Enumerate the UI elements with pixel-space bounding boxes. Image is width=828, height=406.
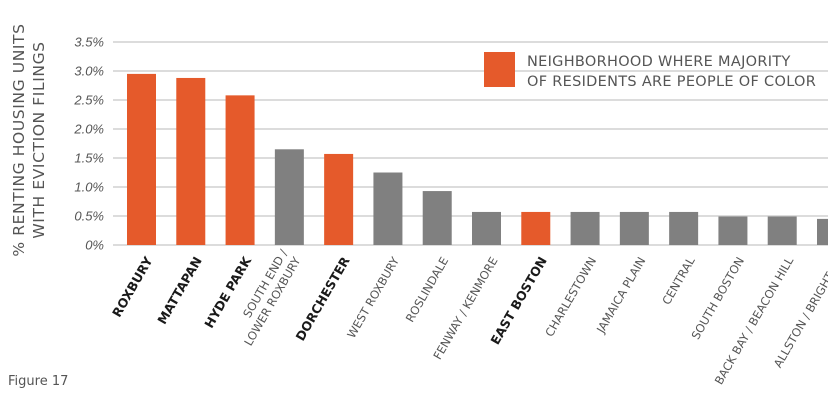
bar (127, 73, 156, 246)
y-axis-label-line: WITH EVICTION FILINGS (30, 41, 48, 238)
bar (274, 149, 304, 245)
bar (422, 191, 452, 245)
x-category-label-line: JAMAICA PLAIN (593, 255, 648, 337)
y-tick-labels: 0% 0.5% 1.0% 1.5% 2.0% 2.5% 3.0% 3.5% (73, 35, 104, 253)
y-tick-label: 1.5% (74, 151, 104, 166)
x-category-label-line: CHARLESTOWN (542, 255, 599, 340)
x-category-label-line: WEST ROXBURY (344, 254, 402, 341)
bar (324, 153, 354, 245)
x-category-label: ROSLINDALE (403, 255, 452, 325)
bar (373, 172, 403, 245)
bars (127, 73, 828, 246)
y-tick-label: 3.0% (74, 64, 104, 79)
bar (176, 77, 206, 246)
x-category-label: CENTRAL (659, 254, 698, 307)
bar (225, 95, 255, 245)
y-tick-label: 3.5% (74, 35, 104, 50)
x-category-label: WEST ROXBURY (344, 254, 402, 341)
y-tick-label: 2.5% (73, 93, 104, 108)
x-category-label: DORCHESTER (292, 254, 352, 344)
x-category-label-line: DORCHESTER (292, 254, 352, 344)
bar (619, 211, 649, 245)
y-tick-label: 0.5% (74, 209, 104, 224)
x-category-label: ROXBURY (109, 253, 156, 319)
x-category-label: HYDE PARK (201, 253, 255, 331)
x-category-label-line: CENTRAL (659, 254, 698, 307)
y-tick-label: 2.0% (73, 122, 104, 137)
legend: NEIGHBORHOOD WHERE MAJORITY OF RESIDENTS … (484, 52, 816, 90)
x-category-label-line: SOUTH BOSTON (688, 255, 747, 342)
x-category-label-line: ROSLINDALE (403, 255, 452, 325)
x-category-label: SOUTH BOSTON (688, 255, 747, 342)
bar (718, 216, 748, 245)
bar (817, 218, 828, 245)
figure-caption: Figure 17 (8, 374, 69, 389)
y-tick-label: 1.0% (74, 180, 104, 195)
legend-label: NEIGHBORHOOD WHERE MAJORITY (527, 54, 791, 70)
legend-label: OF RESIDENTS ARE PEOPLE OF COLOR (527, 74, 816, 90)
x-category-label-line: MATTAPAN (154, 254, 205, 327)
x-category-label-line: ROXBURY (109, 253, 156, 319)
x-category-label: JAMAICA PLAIN (593, 255, 648, 337)
y-axis-label-line: % RENTING HOUSING UNITS (10, 23, 28, 256)
x-category-label: CHARLESTOWN (542, 255, 599, 340)
y-axis-label-group: % RENTING HOUSING UNITS WITH EVICTION FIL… (10, 23, 48, 256)
bar (669, 211, 699, 245)
bar (521, 211, 551, 245)
y-axis-label: % RENTING HOUSING UNITS WITH EVICTION FIL… (10, 23, 48, 256)
bar (472, 211, 501, 245)
bar (767, 216, 797, 245)
x-category-label: MATTAPAN (154, 254, 205, 327)
grid-lines (113, 41, 828, 246)
bar (570, 211, 600, 245)
y-tick-label: 0% (85, 238, 104, 253)
x-category-label-line: HYDE PARK (201, 253, 255, 331)
legend-swatch (484, 52, 515, 87)
